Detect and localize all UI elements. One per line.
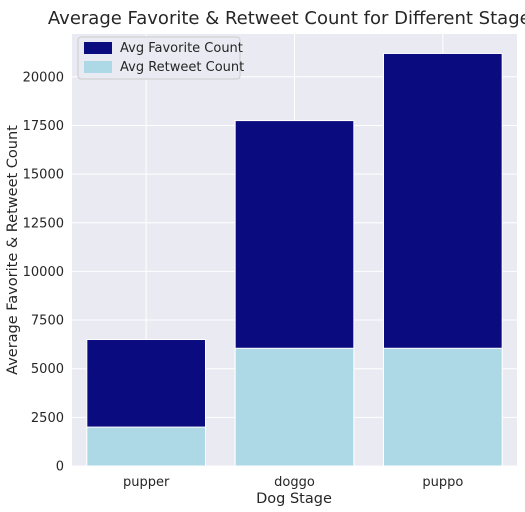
y-tick-labels: 0 2500 5000 7500 10000 12500 15000 17500 20000	[23, 70, 64, 474]
y-tick-label: 0	[56, 460, 64, 475]
y-tick-label: 10000	[23, 265, 64, 280]
y-tick-label: 17500	[23, 119, 64, 134]
legend-box	[77, 36, 241, 80]
y-tick-label: 5000	[31, 362, 64, 377]
legend-swatch-favorite	[84, 42, 112, 54]
x-tick-labels: pupper doggo puppo	[123, 475, 463, 490]
x-tick-label-puppo: puppo	[422, 475, 463, 490]
y-tick-label: 7500	[31, 314, 64, 329]
x-tick-label-pupper: pupper	[123, 475, 170, 490]
y-tick-label: 12500	[23, 216, 64, 231]
x-axis-label: Dog Stage	[256, 491, 332, 507]
bars	[86, 52, 503, 467]
y-tick-label: 15000	[23, 168, 64, 183]
bar-retweet-pupper	[86, 426, 206, 467]
y-axis-label: Average Favorite & Retweet Count	[5, 125, 21, 375]
x-tick-label-doggo: doggo	[274, 475, 315, 490]
legend-swatch-retweet	[84, 61, 112, 73]
legend-label-favorite: Avg Favorite Count	[120, 41, 243, 56]
bar-retweet-doggo	[234, 347, 355, 467]
chart-title: Average Favorite & Retweet Count for Dif…	[48, 8, 525, 29]
y-tick-label: 20000	[23, 70, 64, 85]
bar-retweet-puppo	[383, 347, 503, 467]
legend: Avg Favorite Count Avg Retweet Count	[77, 36, 244, 80]
y-tick-label: 2500	[31, 411, 64, 426]
legend-label-retweet: Avg Retweet Count	[120, 60, 244, 75]
